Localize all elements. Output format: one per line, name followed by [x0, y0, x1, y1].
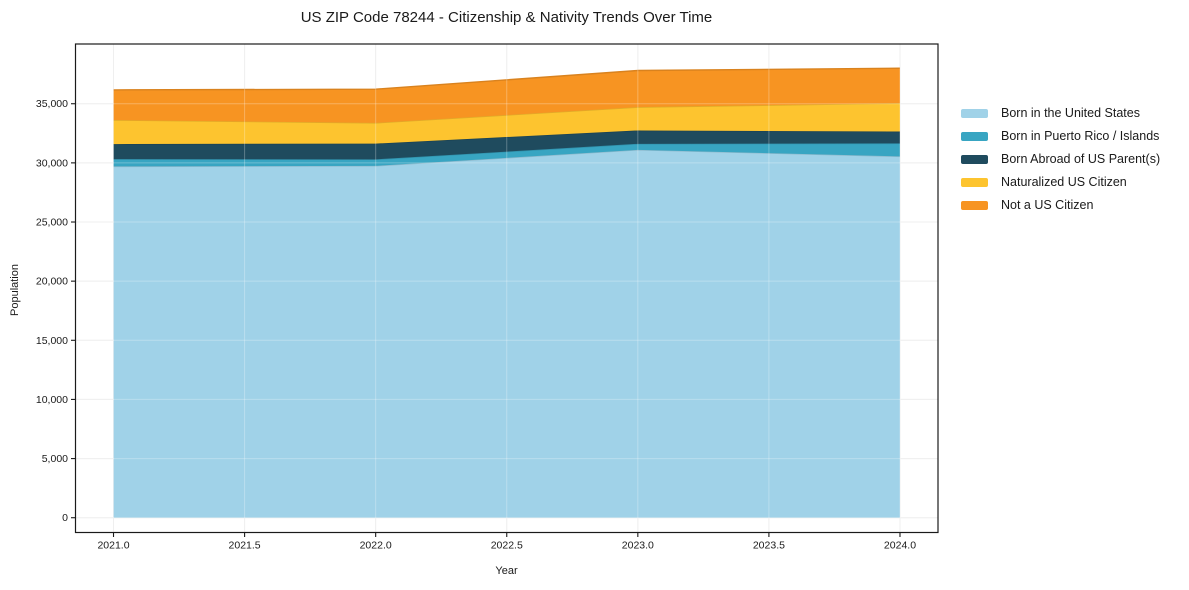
tick-marks	[71, 103, 901, 537]
y-tick-label: 10,000	[36, 394, 68, 406]
y-tick-label: 30,000	[36, 157, 68, 169]
x-tick-label: 2023.5	[753, 540, 785, 552]
area-edge-not-a-us-citizen	[113, 67, 900, 91]
areas	[113, 67, 901, 518]
x-tick-labels: 2021.0 2021.5 2022.0 2022.5 2023.0 2023.5 2024…	[97, 540, 916, 552]
area-not-a-us-citizen	[113, 68, 900, 123]
legend-item-born-in-the-united-states: Born in the United States	[961, 106, 1160, 120]
x-tick-label: 2024.0	[884, 540, 916, 552]
x-tick-label: 2021.0	[97, 540, 129, 552]
legend: Born in the United States Born in Puerto …	[961, 106, 1160, 212]
area-born-abroad-of-us-parent-s	[113, 130, 900, 160]
legend-label: Born in the United States	[1001, 106, 1140, 120]
legend-item-naturalized-us-citizen: Naturalized US Citizen	[961, 175, 1160, 189]
legend-swatch-born-in-puerto-rico-islands	[961, 131, 988, 141]
area-born-in-the-united-states	[113, 149, 900, 518]
area-born-in-puerto-rico-islands	[113, 143, 900, 167]
legend-swatch-not-a-us-citizen	[961, 200, 988, 210]
legend-item-born-in-puerto-rico-islands: Born in Puerto Rico / Islands	[961, 129, 1160, 143]
legend-swatch-naturalized-us-citizen	[961, 177, 988, 187]
y-tick-label: 35,000	[36, 98, 68, 110]
legend-swatch-born-abroad-of-us-parent-s	[961, 154, 988, 164]
y-axis-label: Population	[9, 264, 21, 316]
gridlines-over	[75, 44, 938, 533]
y-tick-labels: 0 5,000 10,000 15,000 20,000 25,000 30,000 35,0…	[36, 98, 68, 524]
y-tick-label: 15,000	[36, 335, 68, 347]
legend-label: Born in Puerto Rico / Islands	[1001, 129, 1160, 143]
x-tick-label: 2022.0	[360, 540, 392, 552]
legend-item-not-a-us-citizen: Not a US Citizen	[961, 198, 1160, 212]
legend-label: Naturalized US Citizen	[1001, 175, 1127, 189]
x-axis-label: Year	[495, 565, 518, 577]
legend-item-born-abroad-of-us-parent-s: Born Abroad of US Parent(s)	[961, 152, 1160, 166]
chart-title: US ZIP Code 78244 - Citizenship & Nativi…	[300, 9, 713, 26]
x-tick-label: 2021.5	[229, 540, 261, 552]
legend-label: Born Abroad of US Parent(s)	[1001, 152, 1161, 166]
x-tick-label: 2022.5	[491, 540, 523, 552]
y-tick-label: 25,000	[36, 217, 68, 229]
legend-label: Not a US Citizen	[1001, 198, 1094, 212]
legend-swatch-born-in-the-united-states	[961, 108, 988, 118]
y-tick-label: 20,000	[36, 276, 68, 288]
y-tick-label: 5,000	[42, 453, 68, 465]
area-naturalized-us-citizen	[113, 103, 900, 145]
x-tick-label: 2023.0	[622, 540, 654, 552]
y-tick-label: 0	[62, 512, 68, 524]
